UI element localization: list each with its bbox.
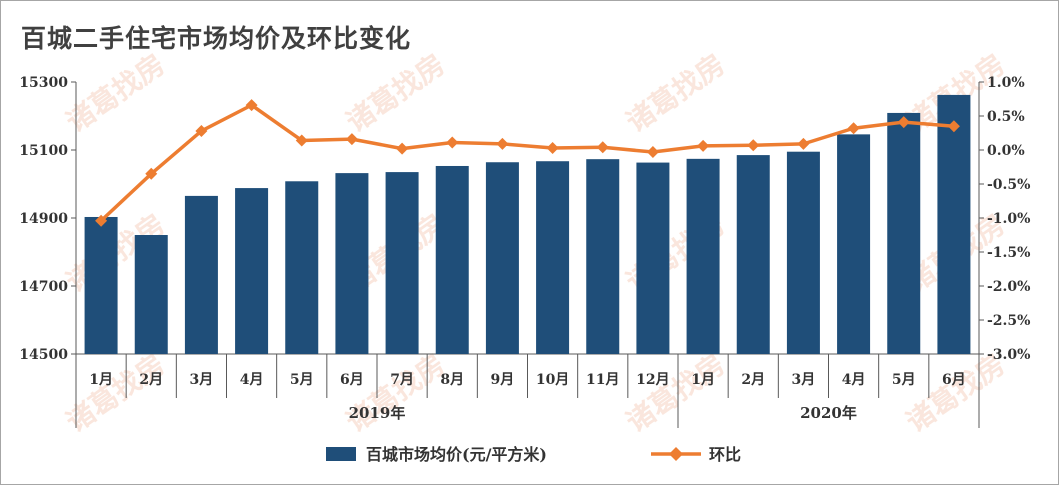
category-label: 8月 [440, 372, 464, 388]
category-label: 1月 [89, 372, 113, 388]
right-tick-label: 0.5% [987, 109, 1025, 125]
category-label: 2月 [139, 372, 163, 388]
mom-point-4 [245, 99, 258, 112]
bars-layer [84, 94, 971, 355]
bar-18 [937, 94, 971, 355]
bar-5 [285, 181, 319, 354]
bar-10 [536, 161, 570, 354]
mom-point-17 [897, 116, 910, 129]
watermark-text: 诸葛找房 [620, 48, 731, 139]
category-label: 12月 [636, 372, 669, 388]
mom-point-18 [947, 120, 960, 133]
category-label: 4月 [842, 372, 866, 388]
left-tick-label: 14700 [19, 279, 68, 295]
mom-point-11 [596, 141, 609, 154]
category-label: 9月 [491, 372, 515, 388]
category-label: 5月 [892, 372, 916, 388]
category-label: 7月 [390, 372, 414, 388]
year-label: 2020年 [800, 404, 857, 422]
left-tick-label: 15300 [19, 75, 68, 91]
watermark-text: 诸葛找房 [60, 48, 171, 139]
legend: 百城市场均价(元/平方米) 环比 [326, 445, 741, 464]
bar-8 [435, 165, 469, 354]
legend-line-label: 环比 [709, 445, 741, 464]
mom-point-15 [797, 137, 810, 150]
mom-point-1 [95, 214, 108, 227]
bar-15 [786, 151, 820, 354]
mom-line [99, 103, 955, 222]
mom-point-7 [396, 142, 409, 155]
mom-point-9 [496, 137, 509, 150]
watermark-text: 诸葛找房 [620, 348, 731, 439]
bar-14 [736, 155, 770, 354]
left-tick-label: 14900 [19, 211, 68, 227]
bar-3 [184, 195, 218, 354]
category-label: 11月 [586, 372, 619, 388]
mom-point-8 [446, 136, 459, 149]
category-label: 4月 [240, 372, 264, 388]
year-label: 2019年 [349, 404, 406, 422]
bar-16 [837, 134, 871, 354]
left-tick-label: 15100 [19, 143, 68, 159]
category-label: 2月 [741, 372, 765, 388]
right-tick-label: -0.5% [987, 177, 1030, 193]
category-label: 10月 [536, 372, 569, 388]
mom-point-10 [546, 141, 559, 154]
category-label: 6月 [942, 372, 966, 388]
mom-point-6 [345, 133, 358, 146]
right-tick-label: -2.0% [987, 279, 1030, 295]
category-label: 1月 [691, 372, 715, 388]
line-layer [95, 99, 960, 227]
watermark-text: 诸葛找房 [340, 348, 451, 439]
bar-13 [686, 158, 720, 354]
chart-title: 百城二手住宅市场均价及环比变化 [21, 24, 412, 53]
bar-4 [235, 188, 269, 354]
axes-layer: 14500 14700 14900 15100 15300 1.0% 0.5% 0.0% -0.… [19, 75, 1030, 428]
category-label: 6月 [340, 372, 364, 388]
mom-point-16 [847, 122, 860, 135]
bar-17 [887, 112, 921, 354]
right-tick-label: 1.0% [987, 75, 1025, 91]
category-label: 5月 [290, 372, 314, 388]
right-tick-label: -3.0% [987, 347, 1030, 363]
labels-layer: 1月 2月 3月 4月 5月 6月 7月 8月 9月 10月 11月 12月 1月 2月 3月 4月 5月 6月 2… [89, 372, 966, 422]
right-tick-label: 0.0% [987, 143, 1025, 159]
right-tick-label: -1.5% [987, 245, 1030, 261]
bar-7 [385, 172, 419, 354]
category-label: 3月 [190, 372, 214, 388]
left-tick-label: 14500 [19, 347, 68, 363]
category-label: 3月 [792, 372, 816, 388]
legend-bar-swatch [326, 447, 356, 461]
legend-line-marker [669, 447, 683, 461]
mom-point-12 [646, 146, 659, 159]
mom-point-3 [195, 124, 208, 137]
bar-12 [636, 162, 670, 354]
bar-9 [485, 162, 519, 354]
watermark-text: 诸葛找房 [60, 348, 171, 439]
bar-6 [335, 173, 369, 354]
watermark-text: 诸葛找房 [340, 48, 451, 139]
right-tick-label: -2.5% [987, 313, 1030, 329]
mom-point-13 [697, 139, 710, 152]
mom-point-14 [747, 139, 760, 152]
mom-point-5 [295, 134, 308, 147]
right-tick-label: -1.0% [987, 211, 1030, 227]
mom-point-2 [145, 167, 158, 180]
legend-bar-label: 百城市场均价(元/平方米) [366, 445, 547, 464]
bar-2 [134, 235, 168, 354]
bar-11 [586, 159, 620, 354]
bar-1 [84, 216, 118, 354]
